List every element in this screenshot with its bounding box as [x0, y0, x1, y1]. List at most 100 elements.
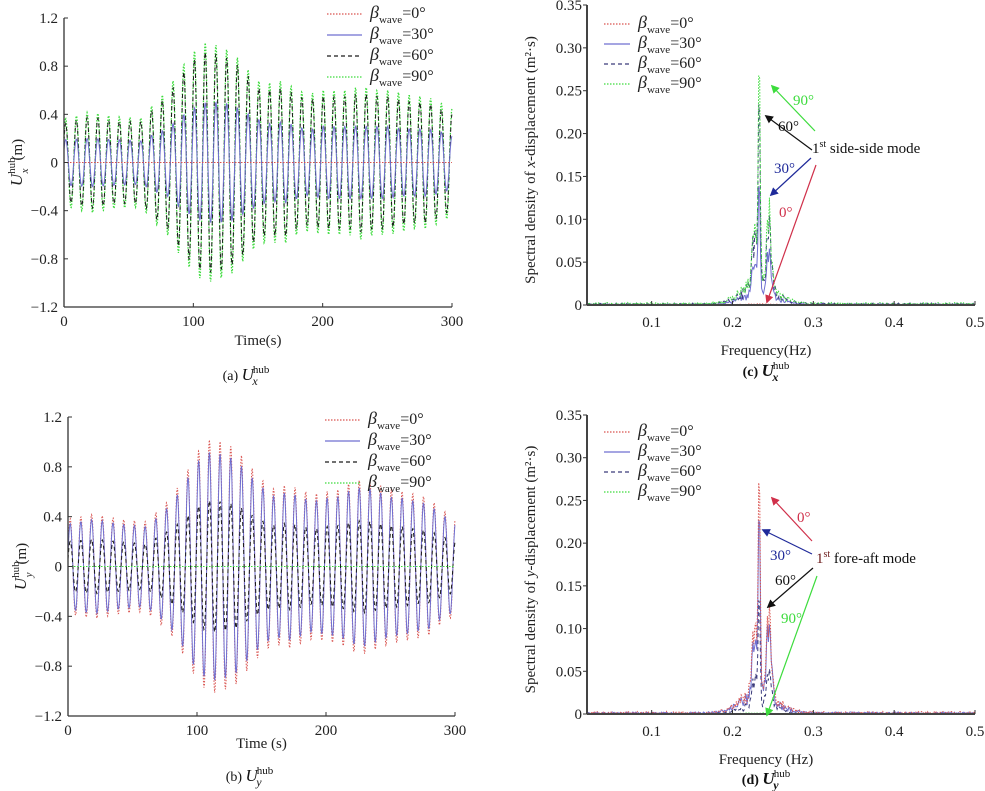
annotation-angle-label: 30° [774, 161, 795, 177]
legend-label: βwave=90° [637, 72, 702, 96]
legend: βwave=0°βwave=30°βwave=60°βwave=90° [327, 2, 434, 89]
y-tick-label: 0.10 [556, 212, 582, 228]
x-tick-label: 100 [182, 314, 205, 330]
y-tick-label: 1.2 [43, 410, 62, 426]
y-tick-label: 0.35 [556, 408, 582, 424]
legend-label: βwave=0° [637, 420, 694, 444]
series-line [67, 452, 456, 681]
mode-label: 1st fore-aft mode [816, 549, 916, 567]
legend-label: βwave=30° [367, 429, 432, 453]
y-tick-label: 1.2 [39, 11, 58, 27]
legend-item: βwave=0° [325, 408, 424, 432]
legend-label: βwave=0° [367, 408, 424, 432]
x-axis-label: Frequency (Hz) [719, 752, 814, 768]
x-tick-label: 0.1 [642, 315, 661, 331]
annotation-arrow [765, 575, 818, 717]
legend-item: βwave=90° [327, 65, 434, 89]
x-tick-label: 0.4 [885, 724, 904, 740]
annotation-arrow [765, 164, 817, 304]
legend-label: βwave=90° [369, 65, 434, 89]
x-tick-label: 300 [444, 723, 467, 739]
annotation-angle-label: 90° [793, 93, 814, 109]
y-tick-label: 0.20 [556, 536, 582, 552]
x-axis-label: Frequency(Hz) [721, 343, 812, 359]
x-tick-label: 0.5 [966, 724, 985, 740]
y-tick-label: 0 [51, 156, 59, 172]
y-tick-label: −0.8 [31, 252, 58, 268]
legend-item: βwave=30° [604, 440, 702, 464]
x-axis-label: Time(s) [235, 333, 282, 349]
y-tick-label: 0 [575, 298, 583, 314]
y-tick-label: −1.2 [31, 300, 58, 316]
legend-item: βwave=0° [604, 12, 694, 36]
legend-item: βwave=30° [327, 23, 434, 47]
y-tick-label: 0.15 [556, 579, 582, 595]
legend-label: βwave=30° [637, 32, 702, 56]
y-axis-label: Uhuby(m) [10, 543, 35, 590]
figure-caption: (d) Uhub y [742, 768, 791, 791]
legend-label: βwave=60° [637, 460, 702, 484]
x-tick-label: 200 [315, 723, 338, 739]
mode-annotation: 90° 60° 30° 0° 1st side-side mode [764, 84, 921, 304]
legend-label: βwave=0° [369, 2, 426, 26]
annotation-angle-label: 0° [779, 205, 793, 221]
legend-item: βwave=60° [604, 460, 702, 484]
x-tick-label: 0 [64, 723, 72, 739]
annotation-arrow [761, 529, 813, 555]
series-line [586, 186, 976, 306]
x-tick-label: 100 [186, 723, 209, 739]
chart-d: 0.35 0.30 0.25 0.20 0.15 0.10 0.05 0 0.1 0.2 0.3 0.… [523, 408, 984, 791]
y-tick-label: 0.8 [43, 460, 62, 476]
x-tick-label: 0.5 [966, 315, 985, 331]
figure-caption: (b) Uhub y [226, 765, 274, 789]
x-tick-label: 200 [311, 314, 334, 330]
series-line [63, 101, 453, 223]
y-tick-label: 0.30 [556, 451, 582, 467]
legend-item: βwave=0° [604, 420, 694, 444]
legend-item: βwave=60° [327, 44, 434, 68]
annotation-angle-label: 30° [770, 548, 791, 564]
x-tick-label: 0 [60, 314, 68, 330]
y-tick-label: 0.25 [556, 84, 582, 100]
annotation-arrow [766, 567, 814, 609]
x-tick-label: 0.2 [723, 724, 742, 740]
y-tick-label: 0.05 [556, 664, 582, 680]
series-line [63, 42, 453, 282]
annotation-arrow [769, 157, 812, 197]
y-tick-label: 0 [575, 707, 583, 723]
legend-label: βwave=60° [369, 44, 434, 68]
x-tick-label: 0.2 [723, 315, 742, 331]
legend-item: βwave=60° [325, 450, 432, 474]
series-line [67, 500, 456, 633]
legend-label: βwave=90° [367, 471, 432, 495]
x-tick-label: 300 [441, 314, 464, 330]
y-tick-label: −1.2 [35, 709, 62, 725]
series-line [586, 75, 976, 307]
y-tick-label: 0.4 [43, 510, 62, 526]
legend-item: βwave=0° [327, 2, 426, 26]
legend-label: βwave=0° [637, 12, 694, 36]
chart-a: 1.20.80.40−0.4−0.8−1.20 100 200 300Time(s)U… [6, 2, 463, 388]
annotation-angle-label: 0° [797, 510, 811, 526]
y-axis-label: Spectral density of x-displacement (m²·s… [523, 36, 539, 284]
legend-label: βwave=30° [637, 440, 702, 464]
annotation-arrow [770, 84, 816, 132]
legend-item: βwave=90° [604, 480, 702, 504]
legend-item: βwave=30° [604, 32, 702, 56]
y-tick-label: 0.8 [39, 59, 58, 75]
annotation-angle-label: 60° [775, 573, 796, 589]
y-axis-label: Spectral density of y-displacement (m²·s… [523, 446, 539, 694]
legend-label: βwave=90° [637, 480, 702, 504]
y-tick-label: 0.30 [556, 41, 582, 57]
annotation-angle-label: 90° [781, 611, 802, 627]
series-line [63, 52, 453, 273]
legend: βwave=0°βwave=30°βwave=60°βwave=90° [325, 408, 432, 495]
legend-item: βwave=90° [325, 471, 432, 495]
annotation-arrow [770, 496, 813, 542]
y-tick-label: −0.4 [35, 609, 63, 625]
legend-item: βwave=90° [604, 72, 702, 96]
y-tick-label: 0.20 [556, 127, 582, 143]
legend-label: βwave=60° [367, 450, 432, 474]
y-tick-label: 0 [55, 560, 63, 576]
